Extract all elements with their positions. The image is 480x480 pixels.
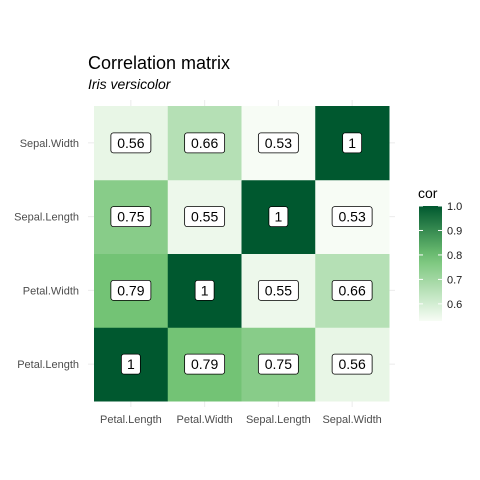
y-tick-label: Sepal.Length xyxy=(14,212,79,224)
cell-value-label: 0.55 xyxy=(184,206,226,228)
legend-tick-label: 0.6 xyxy=(447,299,462,311)
cell-label-text: 0.66 xyxy=(339,282,366,298)
color-legend: cor 1.0 0.9 0.8 0.7 0.6 xyxy=(418,185,462,321)
cell-label-text: 0.75 xyxy=(265,356,292,372)
legend-tick-label: 0.9 xyxy=(447,225,462,237)
legend-ticks: 1.0 0.9 0.8 0.7 0.6 xyxy=(419,201,462,311)
cell-label-text: 0.75 xyxy=(117,209,144,225)
cell-value-label: 0.79 xyxy=(110,279,152,301)
cell-value-label: 0.66 xyxy=(331,279,373,301)
legend-colorbar xyxy=(419,206,442,321)
cell-label-box xyxy=(331,206,373,228)
cell-label-box xyxy=(331,279,373,301)
y-tick-label: Sepal.Width xyxy=(20,138,79,150)
y-tick-label: Petal.Width xyxy=(23,285,79,297)
cell-label-text: 0.53 xyxy=(339,209,366,225)
cell-label-text: 0.53 xyxy=(265,135,292,151)
legend-tick-label: 0.7 xyxy=(447,274,462,286)
cell-value-label: 0.75 xyxy=(110,206,152,228)
cell-label-box xyxy=(120,353,141,375)
x-tick-label: Sepal.Length xyxy=(246,414,311,426)
x-tick-label: Sepal.Width xyxy=(322,414,381,426)
cell-label-text: 1 xyxy=(201,282,209,298)
legend-title: cor xyxy=(418,185,438,201)
cell-value-label: 0.53 xyxy=(331,206,373,228)
cell-value-label: 1 xyxy=(120,353,141,375)
legend-tick-label: 1.0 xyxy=(447,201,462,213)
cell-label-text: 0.55 xyxy=(265,282,292,298)
x-axis-ticks: Petal.Length Petal.Width Sepal.Length Sepal… xyxy=(100,414,382,426)
y-axis-ticks: Petal.Length Petal.Width Sepal.Length Sepal… xyxy=(14,138,79,371)
cell-value-label: 0.53 xyxy=(257,132,299,154)
cell-value-label: 1 xyxy=(342,132,363,154)
cell-value-label: 1 xyxy=(268,206,289,228)
cell-value-label: 0.75 xyxy=(257,353,299,375)
cell-label-box xyxy=(110,206,152,228)
cell-label-box xyxy=(331,353,373,375)
cell-label-text: 1 xyxy=(127,356,135,372)
cell-label-box xyxy=(257,353,299,375)
cell-label-text: 1 xyxy=(348,135,356,151)
cell-labels: 1 0.79 0.75 0.56 0.79 1 0.55 0.66 0.75 0.55 1 0.53 0… xyxy=(110,132,373,375)
chart-subtitle: Iris versicolor xyxy=(88,76,172,92)
cell-label-box xyxy=(184,206,226,228)
cell-value-label: 0.79 xyxy=(184,353,226,375)
cell-label-box xyxy=(110,132,152,154)
cell-label-box xyxy=(194,279,215,301)
cell-label-text: 0.55 xyxy=(191,209,218,225)
cell-label-box xyxy=(184,132,226,154)
cell-value-label: 0.56 xyxy=(110,132,152,154)
cell-value-label: 0.56 xyxy=(331,353,373,375)
cell-value-label: 0.55 xyxy=(257,279,299,301)
cell-value-label: 1 xyxy=(194,279,215,301)
cell-label-text: 0.66 xyxy=(191,135,218,151)
legend-tick-label: 0.8 xyxy=(447,250,462,262)
cell-label-box xyxy=(342,132,363,154)
x-tick-label: Petal.Length xyxy=(100,414,162,426)
x-tick-label: Petal.Width xyxy=(177,414,233,426)
cell-value-label: 0.66 xyxy=(184,132,226,154)
y-tick-label: Petal.Length xyxy=(17,359,79,371)
cell-label-box xyxy=(184,353,226,375)
cell-label-text: 0.56 xyxy=(339,356,366,372)
cell-label-text: 1 xyxy=(274,209,282,225)
cell-label-box xyxy=(257,279,299,301)
cell-label-text: 0.79 xyxy=(191,356,218,372)
cell-label-text: 0.56 xyxy=(117,135,144,151)
cell-label-box xyxy=(257,132,299,154)
chart-title: Correlation matrix xyxy=(88,53,230,73)
cell-label-text: 0.79 xyxy=(117,282,144,298)
cell-label-box xyxy=(268,206,289,228)
cell-label-box xyxy=(110,279,152,301)
